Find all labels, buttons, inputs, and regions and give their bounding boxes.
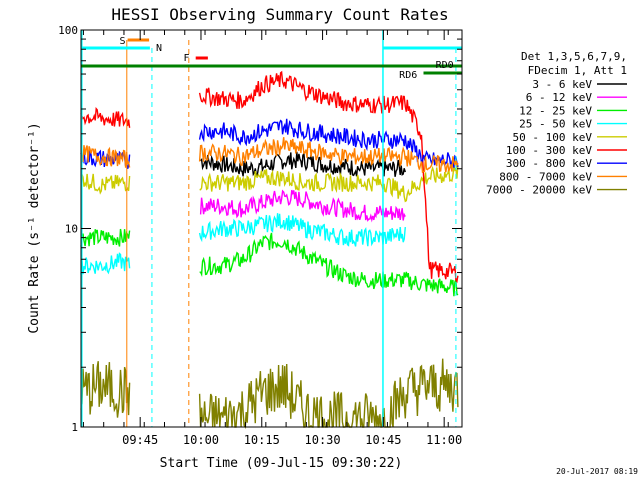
legend-entry-label: 300 - 800 keV <box>506 157 592 170</box>
legend-entry-label: 800 - 7000 keV <box>499 170 592 183</box>
rd6-label: RD6 <box>399 70 417 81</box>
series-4 <box>80 164 459 203</box>
series-layer <box>80 70 459 430</box>
x-tick-label: 10:15 <box>244 433 280 447</box>
legend: Det 1,3,5,6,7,9, FDecim 1, Att 1 3 - 6 k… <box>486 50 627 197</box>
series-0-line-0 <box>200 151 406 177</box>
footer-timestamp: 20-Jul-2017 08:19 <box>556 467 638 476</box>
legend-entry-label: 100 - 300 keV <box>506 144 592 157</box>
series-6-line-1 <box>198 118 459 168</box>
legend-title-line-2: FDecim 1, Att 1 <box>528 64 627 77</box>
y-axis: 1 10 100 <box>58 24 462 434</box>
x-tick-label: 11:00 <box>426 433 462 447</box>
series-7-line-0 <box>80 145 131 168</box>
y-tick-label: 1 <box>71 421 78 434</box>
x-tick-label: 10:00 <box>183 433 219 447</box>
legend-entry-label: 7000 - 20000 keV <box>486 184 592 197</box>
series-5 <box>80 70 459 284</box>
x-tick-label: 10:30 <box>305 433 341 447</box>
legend-entry-label: 25 - 50 keV <box>519 118 592 131</box>
series-3 <box>80 213 406 275</box>
night-label: N <box>156 43 162 54</box>
legend-entry-label: 50 - 100 keV <box>513 131 593 144</box>
chart-title: HESSI Observing Summary Count Rates <box>111 5 448 24</box>
series-3-line-0 <box>80 252 131 275</box>
series-2-line-0 <box>80 228 131 247</box>
series-1-line-0 <box>199 189 406 223</box>
x-tick-label: 09:45 <box>122 433 158 447</box>
series-8-line-1 <box>198 358 459 430</box>
series-8 <box>80 358 459 430</box>
saa-label: S <box>120 36 126 47</box>
flare-label: F <box>184 53 190 64</box>
series-1 <box>199 189 406 223</box>
legend-entry-label: 12 - 25 keV <box>519 104 592 117</box>
y-tick-label: 10 <box>65 223 78 236</box>
legend-entry-label: 3 - 6 keV <box>532 78 592 91</box>
series-3-line-1 <box>198 213 406 247</box>
rd0-label: RD0 <box>436 60 454 71</box>
series-5-line-0 <box>80 107 131 128</box>
series-4-line-0 <box>80 172 131 195</box>
series-7 <box>80 137 459 174</box>
series-0 <box>200 151 406 177</box>
legend-title-line-1: Det 1,3,5,6,7,9, <box>521 50 627 63</box>
series-2-line-1 <box>199 232 459 297</box>
series-4-line-1 <box>199 164 459 203</box>
series-5-line-1 <box>198 70 459 284</box>
x-axis: 09:45 10:00 10:15 10:30 10:45 11:00 <box>82 30 462 447</box>
x-tick-label: 10:45 <box>365 433 401 447</box>
x-axis-label: Start Time (09-Jul-15 09:30:22) <box>160 456 403 471</box>
legend-entry-label: 6 - 12 keV <box>526 91 593 104</box>
y-tick-label: 100 <box>58 24 78 37</box>
series-8-line-0 <box>80 361 131 418</box>
series-7-line-1 <box>198 137 459 174</box>
series-2 <box>80 228 459 297</box>
y-axis-label: Count Rate (s⁻¹ detector⁻¹) <box>27 122 42 333</box>
